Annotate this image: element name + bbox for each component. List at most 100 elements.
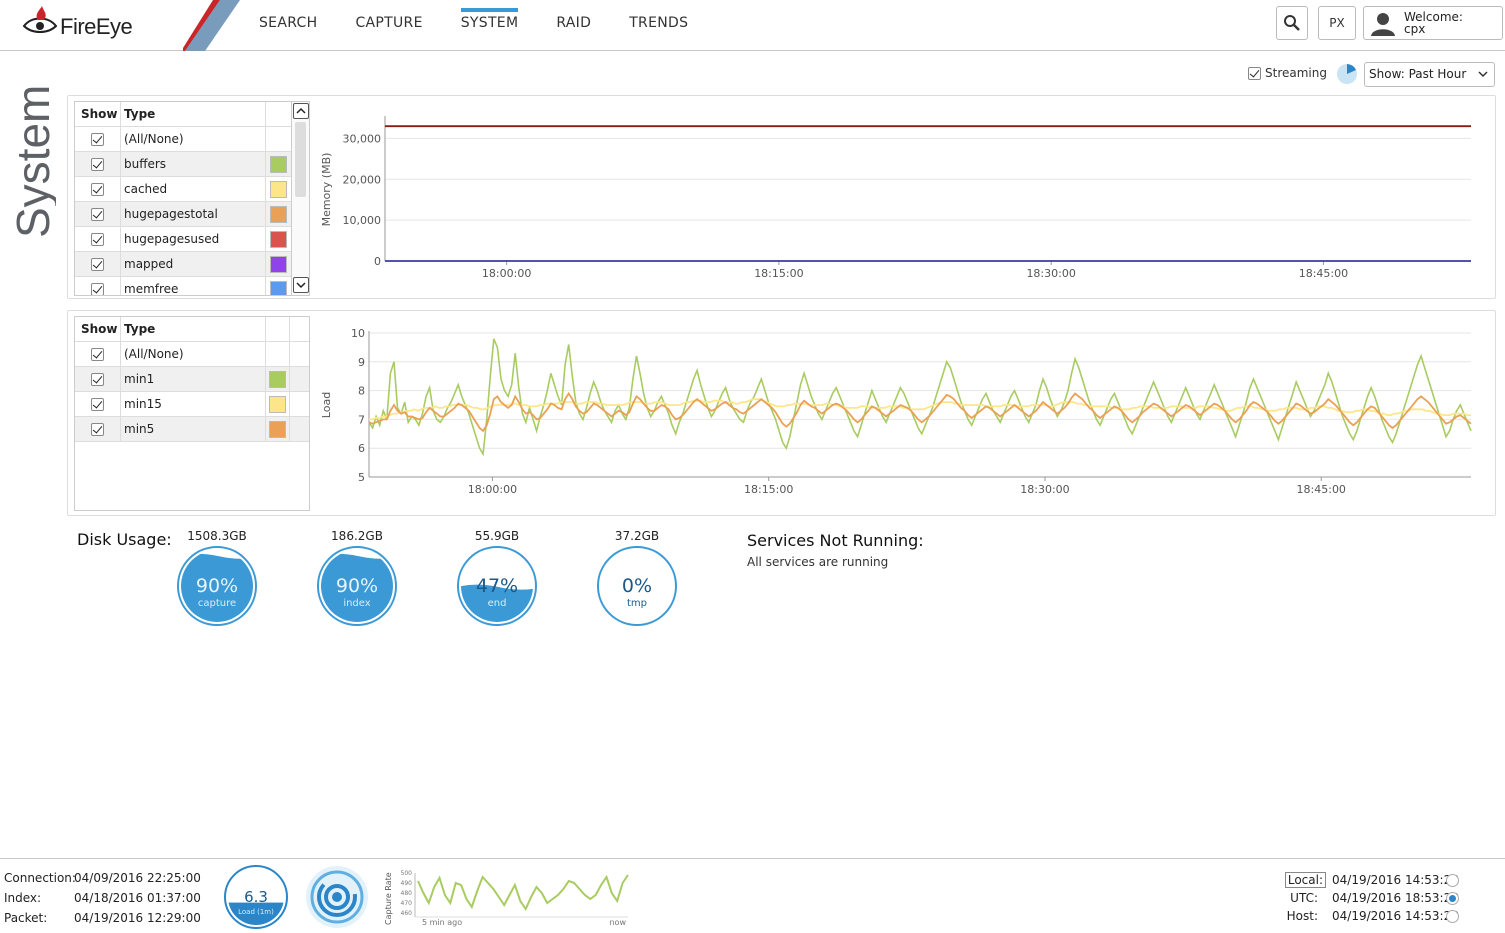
legend-checkbox[interactable] <box>91 372 104 386</box>
nav-system[interactable]: SYSTEM <box>442 0 538 50</box>
disk-percent: 90% <box>336 575 378 597</box>
username: cpx <box>1404 22 1426 36</box>
y-tick-label: 10 <box>351 327 365 340</box>
index-label: Index: <box>4 891 42 905</box>
brand-name: FireEye <box>60 14 133 39</box>
host-label: Host: <box>1286 909 1318 923</box>
legend-header-type: Type <box>121 102 266 127</box>
search-icon <box>1284 15 1300 31</box>
y-tick-label: 7 <box>358 413 365 426</box>
utc-label: UTC: <box>1290 891 1318 905</box>
load-legend-table: Show Type (All/None) min1 min15 min5 <box>74 316 310 511</box>
local-time-button[interactable]: Local: <box>1284 872 1326 888</box>
legend-checkbox[interactable] <box>91 347 104 361</box>
disk-gauge-capture: 1508.3GB 90% capture <box>174 529 260 627</box>
disk-percent: 90% <box>196 575 238 597</box>
legend-checkbox[interactable] <box>91 232 104 246</box>
legend-row[interactable]: mapped <box>75 251 309 277</box>
legend-row[interactable]: memfree <box>75 276 309 295</box>
x-tick-label: 18:45:00 <box>1299 267 1348 280</box>
legend-row[interactable]: cached <box>75 176 309 202</box>
legend-type: memfree <box>121 276 266 295</box>
disk-gauge-circle: 90% capture <box>177 546 257 626</box>
utc-time-radio[interactable] <box>1446 892 1459 905</box>
legend-row[interactable]: min15 <box>75 391 309 417</box>
legend-checkbox[interactable] <box>91 257 104 271</box>
fireeye-logo[interactable]: FireEye <box>22 4 157 44</box>
y-tick-label: 10,000 <box>343 214 382 227</box>
x-tick-label: 18:00:00 <box>468 483 517 496</box>
series-line <box>368 391 1472 433</box>
legend-checkbox[interactable] <box>91 397 104 411</box>
legend-row[interactable]: hugepagesused <box>75 226 309 252</box>
local-time-radio[interactable] <box>1446 874 1459 887</box>
disk-usage-label: Disk Usage: <box>77 530 172 549</box>
legend-row[interactable]: buffers <box>75 151 309 177</box>
legend-row[interactable]: (All/None) <box>75 126 309 152</box>
legend-row[interactable]: hugepagestotal <box>75 201 309 227</box>
legend-checkbox[interactable] <box>91 207 104 221</box>
load-panel: Show Type (All/None) min1 min15 min5 Loa… <box>67 310 1496 516</box>
user-menu-button[interactable]: Welcome: cpx <box>1363 6 1503 40</box>
load-value: 6.3 <box>244 888 268 906</box>
disk-gauge-circle: 90% index <box>317 546 397 626</box>
disk-size: 1508.3GB <box>187 529 247 543</box>
connection-value: 04/09/2016 22:25:00 <box>74 871 201 885</box>
disk-gauge-circle: 0% tmp <box>597 546 677 626</box>
top-header: FireEye SEARCH CAPTURE SYSTEM RAID TREND… <box>0 0 1505 51</box>
legend-header-row: Show Type <box>75 102 309 127</box>
streaming-toggle[interactable]: Streaming <box>1248 66 1327 80</box>
px-button[interactable]: PX <box>1318 6 1356 40</box>
load-gauge: 6.3 Load (1m) <box>224 865 288 929</box>
legend-swatch <box>269 155 287 173</box>
legend-checkbox[interactable] <box>91 422 104 436</box>
chevron-down-icon <box>1478 71 1488 78</box>
y-tick-label: 8 <box>358 385 365 398</box>
connection-label: Connection: <box>4 871 76 885</box>
load-label: Load (1m) <box>238 908 274 916</box>
time-range-select[interactable]: Show: Past Hour <box>1364 62 1495 87</box>
scroll-thumb[interactable] <box>295 122 306 197</box>
scroll-down-button[interactable] <box>293 277 309 293</box>
search-button[interactable] <box>1276 6 1308 40</box>
legend-type: min15 <box>121 391 266 417</box>
legend-row[interactable]: min1 <box>75 366 309 392</box>
capture-rate-chart: Capture Rate 500 490 480 470 460 5 min ago now <box>384 870 629 927</box>
memory-panel: Show Type (All/None) buffers cached huge… <box>67 95 1496 299</box>
legend-swatch <box>269 230 287 248</box>
x-tick-label: 18:15:00 <box>754 267 803 280</box>
packet-info: Packet: 04/19/2016 12:29:00 <box>4 911 201 925</box>
nav-search[interactable]: SEARCH <box>259 15 318 31</box>
legend-header-type: Type <box>121 317 266 342</box>
y-tick-label: 0 <box>374 255 381 268</box>
x-tick-label: 18:00:00 <box>482 267 531 280</box>
streaming-checkbox[interactable] <box>1248 66 1261 80</box>
capture-rate-tick: 480 <box>401 890 413 897</box>
capture-rate-label: Capture Rate <box>384 872 393 925</box>
legend-row[interactable]: min5 <box>75 416 309 442</box>
legend-row[interactable]: (All/None) <box>75 341 309 367</box>
host-time-radio[interactable] <box>1446 910 1459 923</box>
scroll-up-button[interactable] <box>293 103 309 119</box>
legend-checkbox[interactable] <box>91 282 104 295</box>
legend-header-show: Show <box>75 102 121 127</box>
legend-type: hugepagestotal <box>121 201 266 227</box>
legend-checkbox[interactable] <box>91 132 104 146</box>
nav-trends[interactable]: TRENDS <box>629 15 689 31</box>
y-tick-label: 9 <box>358 356 365 369</box>
capture-rate-ago: 5 min ago <box>422 918 462 927</box>
nav-capture[interactable]: CAPTURE <box>355 15 423 31</box>
nav-raid[interactable]: RAID <box>556 15 592 31</box>
fireeye-eye-icon <box>22 6 58 33</box>
legend-swatch <box>269 255 287 273</box>
activity-radar-icon <box>306 866 368 928</box>
legend-type: min5 <box>121 416 266 442</box>
legend-checkbox[interactable] <box>91 182 104 196</box>
welcome-label: Welcome: <box>1404 10 1463 24</box>
disk-gauge-fill <box>321 553 393 622</box>
memory-legend-table: Show Type (All/None) buffers cached huge… <box>74 101 310 296</box>
x-tick-label: 18:30:00 <box>1026 267 1075 280</box>
capture-rate-line <box>417 874 629 912</box>
legend-checkbox[interactable] <box>91 157 104 171</box>
legend-scrollbar[interactable] <box>291 102 309 295</box>
